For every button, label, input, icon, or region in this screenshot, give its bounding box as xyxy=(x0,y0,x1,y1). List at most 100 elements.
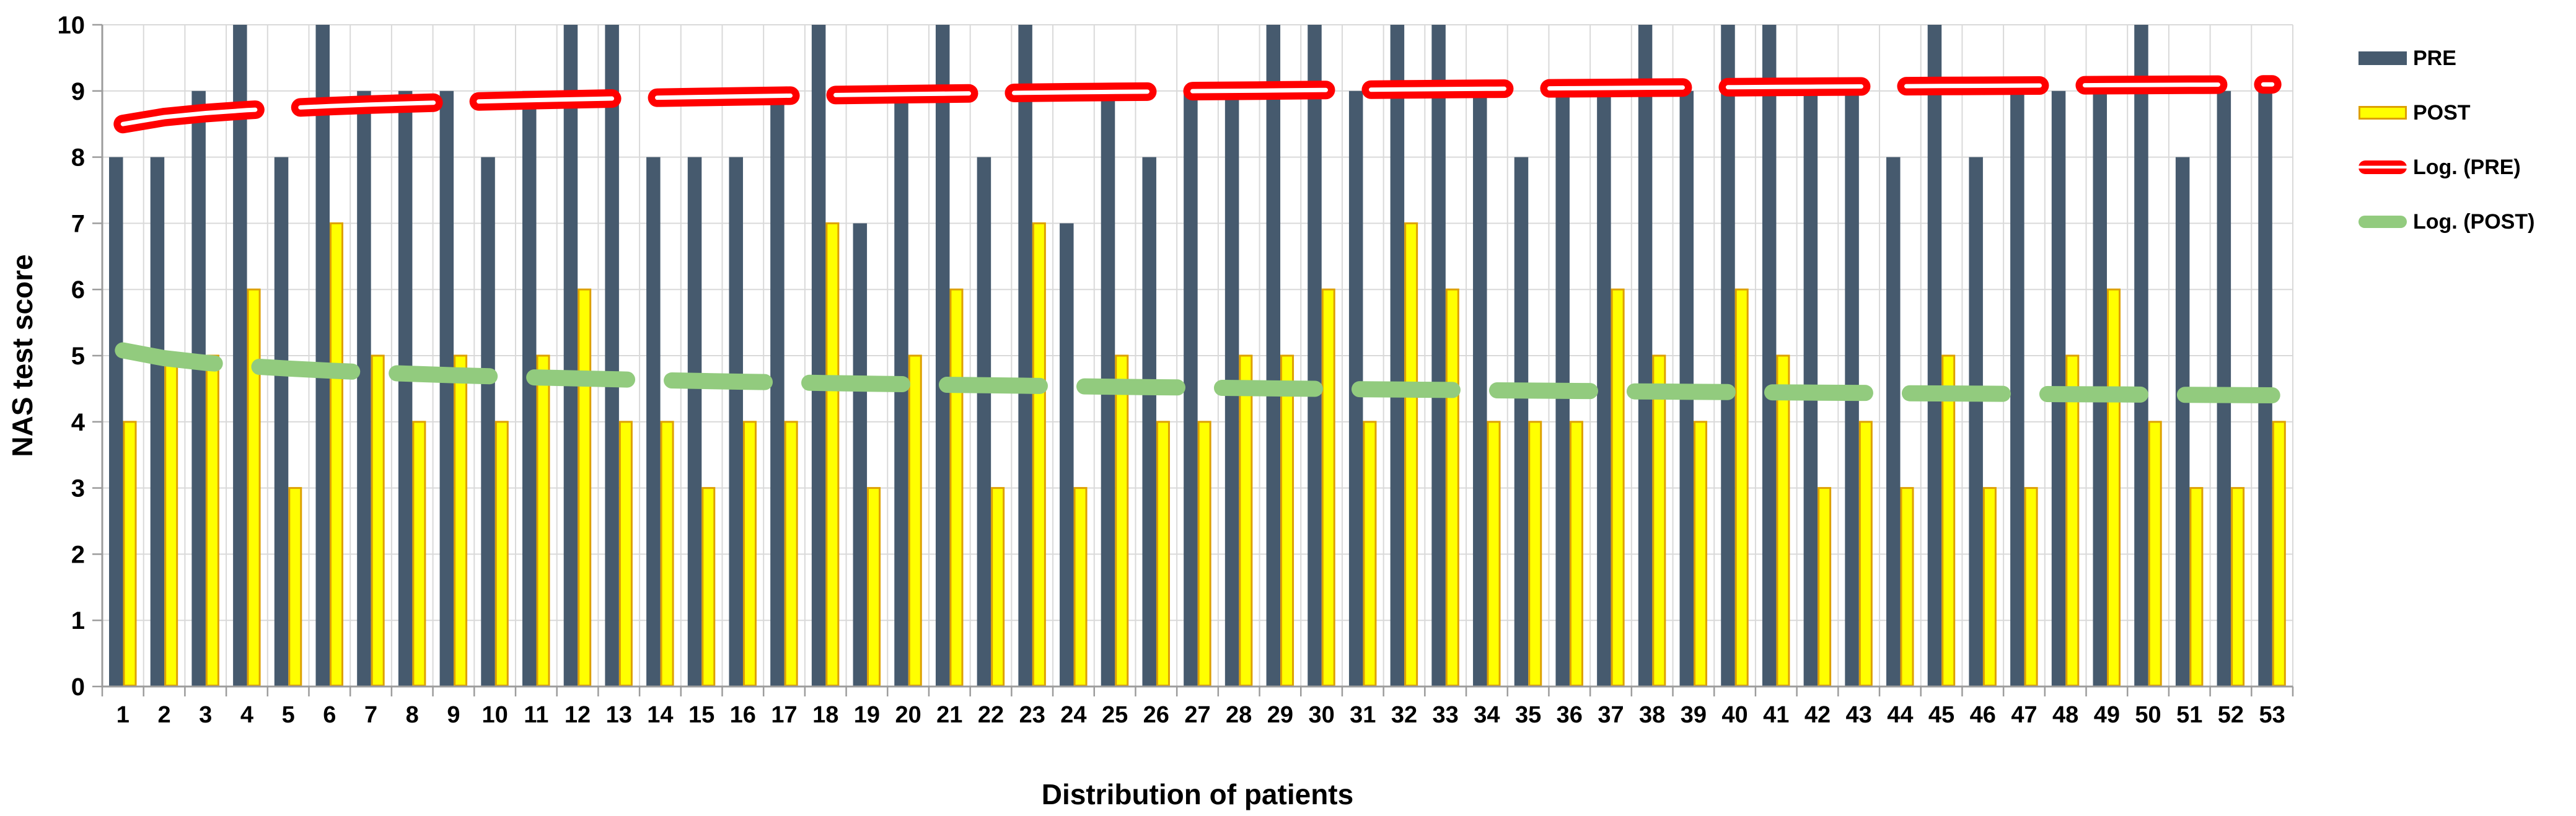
post-bar-13 xyxy=(618,421,633,687)
x-tick-label: 33 xyxy=(1433,702,1459,728)
x-tick-label: 35 xyxy=(1515,702,1541,728)
x-tick-label: 10 xyxy=(481,702,508,728)
post-bar-38 xyxy=(1652,354,1666,687)
trendline-log-pre-inner-stripe xyxy=(120,82,2275,126)
pre-bar-45 xyxy=(1927,25,1942,687)
pre-bar-3 xyxy=(191,90,206,687)
post-bar-27 xyxy=(1197,421,1211,687)
x-tick-label: 36 xyxy=(1557,702,1583,728)
post-bar-40 xyxy=(1734,288,1749,687)
post-bar-43 xyxy=(1858,421,1873,687)
post-bar-41 xyxy=(1776,354,1790,687)
post-bar-34 xyxy=(1487,421,1501,687)
y-tick-label: 3 xyxy=(71,475,85,502)
x-tick-labels: 1 2 3 4 5 6 7 8 9 10 11 12 13 14 15 16 17 18 19 20 21 22 23 24 2… xyxy=(116,702,2285,728)
legend-item-post: POST xyxy=(2358,100,2534,125)
pre-bar-7 xyxy=(357,90,371,687)
x-tick-label: 42 xyxy=(1805,702,1831,728)
post-bar-3 xyxy=(205,354,219,687)
legend-item-pre: PRE xyxy=(2358,46,2534,70)
post-bar-53 xyxy=(2272,421,2286,687)
post-bar-9 xyxy=(454,354,468,687)
legend-swatch-log-post-line xyxy=(2358,216,2407,228)
legend-swatch-pre-bar xyxy=(2358,51,2407,65)
x-tick-label: 37 xyxy=(1598,702,1624,728)
post-bar-21 xyxy=(949,288,964,687)
post-bar-37 xyxy=(1611,288,1625,687)
x-tick-label: 18 xyxy=(812,702,838,728)
pre-bar-26 xyxy=(1142,157,1156,687)
x-tick-label: 28 xyxy=(1226,702,1252,728)
pre-bar-21 xyxy=(935,25,950,687)
post-bar-6 xyxy=(329,222,343,687)
x-tick-label: 19 xyxy=(854,702,880,728)
post-bar-14 xyxy=(660,421,674,687)
pre-bar-24 xyxy=(1060,223,1074,687)
y-axis-title: NAS test score xyxy=(6,254,38,457)
x-tick-label: 20 xyxy=(895,702,921,728)
pre-bar-16 xyxy=(729,157,743,687)
post-bar-28 xyxy=(1239,354,1253,687)
pre-bar-13 xyxy=(605,25,619,687)
x-tick-label: 26 xyxy=(1143,702,1169,728)
legend-label-pre: PRE xyxy=(2413,46,2456,70)
post-bar-1 xyxy=(123,421,137,687)
legend-label-post: POST xyxy=(2413,100,2471,125)
post-bar-45 xyxy=(1941,354,1956,687)
pre-bar-12 xyxy=(563,25,578,687)
post-bar-47 xyxy=(2024,487,2038,687)
x-tick-label: 40 xyxy=(1721,702,1747,728)
post-bar-46 xyxy=(1982,487,1997,687)
x-tick-label: 16 xyxy=(730,702,756,728)
post-bar-48 xyxy=(2065,354,2080,687)
post-bar-19 xyxy=(867,487,881,687)
pre-bar-4 xyxy=(233,25,247,687)
post-bar-32 xyxy=(1404,222,1418,687)
pre-bar-38 xyxy=(1638,25,1653,687)
x-tick-label: 11 xyxy=(524,702,548,728)
pre-bar-2 xyxy=(150,157,165,687)
post-bar-39 xyxy=(1694,421,1708,687)
x-tick-label: 45 xyxy=(1928,702,1954,728)
y-tick-label: 0 xyxy=(71,673,85,701)
post-bar-35 xyxy=(1528,421,1542,687)
post-bar-36 xyxy=(1569,421,1583,687)
pre-bar-5 xyxy=(274,157,289,687)
pre-bar-6 xyxy=(315,25,330,687)
legend-label-log-pre: Log. (PRE) xyxy=(2413,155,2521,179)
x-tick-label: 13 xyxy=(606,702,632,728)
pre-bar-17 xyxy=(770,90,785,687)
y-tick-label: 7 xyxy=(71,210,85,237)
x-tick-label: 6 xyxy=(323,702,336,728)
post-bar-17 xyxy=(784,421,798,687)
x-axis-title: Distribution of patients xyxy=(1042,778,1353,810)
x-tick-label: 9 xyxy=(447,702,460,728)
x-tick-label: 44 xyxy=(1887,702,1913,728)
post-bar-30 xyxy=(1321,288,1335,687)
x-tick-label: 25 xyxy=(1102,702,1128,728)
post-bar-16 xyxy=(742,421,757,687)
y-tick-label: 6 xyxy=(71,276,85,304)
pre-bar-14 xyxy=(646,157,661,687)
legend: PRE POST Log. (PRE) Log. (POST) xyxy=(2358,46,2534,265)
y-tick-label: 9 xyxy=(71,78,85,105)
x-tick-label: 48 xyxy=(2052,702,2078,728)
pre-bar-46 xyxy=(1969,157,1983,687)
x-tick-label: 27 xyxy=(1184,702,1210,728)
y-tick-label: 8 xyxy=(71,144,85,172)
pre-bar-18 xyxy=(811,25,826,687)
y-tick-label: 10 xyxy=(58,12,86,39)
pre-bar-37 xyxy=(1597,90,1611,687)
pre-bar-8 xyxy=(398,90,413,687)
x-tick-label: 41 xyxy=(1763,702,1789,728)
pre-bar-29 xyxy=(1266,25,1281,687)
x-tick-label: 52 xyxy=(2218,702,2244,728)
x-tick-label: 2 xyxy=(157,702,170,728)
legend-item-log-post: Log. (POST) xyxy=(2358,210,2534,234)
x-tick-label: 17 xyxy=(771,702,797,728)
x-tick-label: 15 xyxy=(688,702,714,728)
x-tick-label: 21 xyxy=(936,702,962,728)
y-tick-label: 4 xyxy=(71,409,86,436)
x-tick-label: 51 xyxy=(2176,702,2202,728)
post-bar-7 xyxy=(371,354,385,687)
